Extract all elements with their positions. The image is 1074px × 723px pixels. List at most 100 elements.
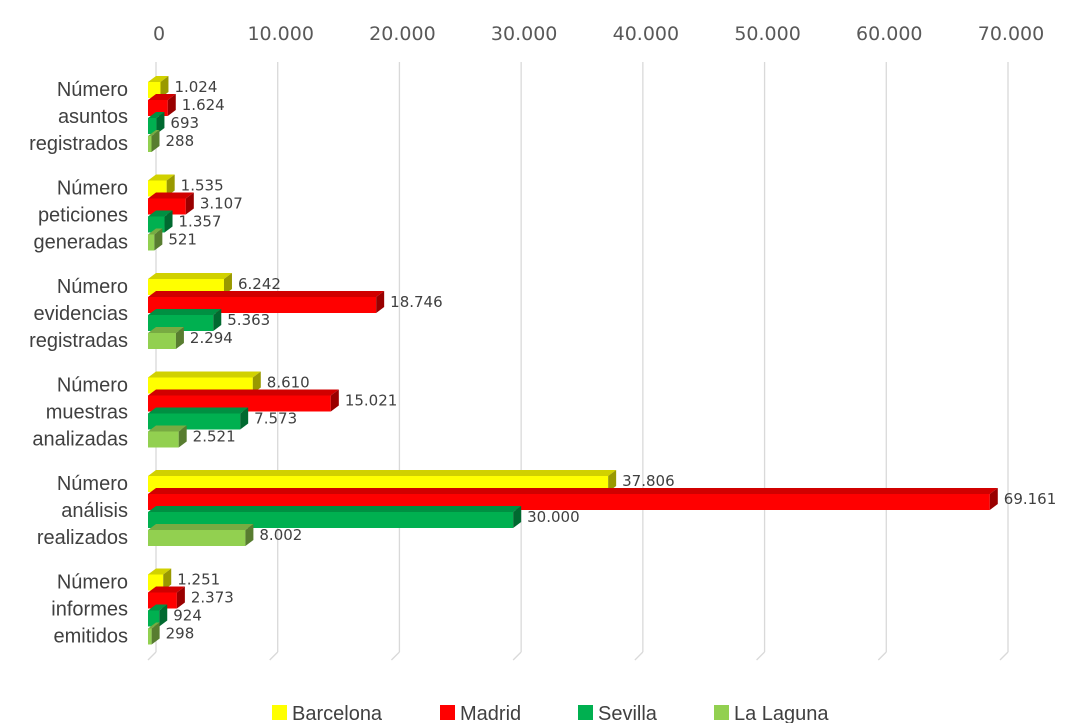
- bar-side: [163, 568, 172, 591]
- bar-front: [148, 592, 177, 609]
- category-label: Número evidencias registradas: [29, 276, 128, 352]
- bar-top: [148, 210, 173, 217]
- x-tick-label: 10.000: [247, 23, 313, 45]
- category-label-line: generadas: [33, 232, 128, 254]
- bar-la-laguna: [148, 425, 187, 448]
- x-tick-label: 0: [153, 23, 165, 45]
- legend-item-madrid: Madrid: [440, 703, 521, 723]
- category-label-line: emitidos: [54, 626, 128, 648]
- gridline-floor: [877, 651, 887, 661]
- bar-front: [148, 333, 176, 349]
- bar-side: [160, 76, 169, 98]
- category-label-line: registradas: [29, 330, 128, 352]
- bar-top: [148, 524, 254, 530]
- bar-top: [148, 228, 163, 235]
- bar-side: [154, 228, 163, 251]
- category-label-line: analizadas: [32, 429, 128, 451]
- legend-swatch: [272, 705, 287, 720]
- bar-side: [164, 210, 173, 233]
- data-label: 2.294: [190, 329, 233, 347]
- category-label-line: Número: [57, 276, 128, 298]
- data-label: 924: [173, 607, 202, 625]
- category-label: Número asuntos registrados: [29, 79, 128, 155]
- bar-side: [151, 622, 160, 645]
- data-label: 5.363: [227, 311, 270, 329]
- x-tick-label: 30.000: [491, 23, 557, 45]
- gridline-floor: [999, 651, 1009, 661]
- bar-side: [213, 309, 222, 331]
- data-label: 288: [166, 132, 195, 150]
- bar-side: [513, 506, 522, 528]
- category-label: Número peticiones generadas: [33, 178, 128, 254]
- legend-item-barcelona: Barcelona: [272, 703, 383, 723]
- category-label-line: Número: [57, 375, 128, 397]
- bar-side: [159, 604, 168, 627]
- x-tick-label: 50.000: [734, 23, 800, 45]
- gridlines: [147, 62, 1009, 661]
- bar-top: [148, 273, 232, 279]
- data-label: 1.535: [181, 177, 224, 195]
- data-label: 30.000: [527, 508, 580, 526]
- gridline-floor: [512, 651, 522, 661]
- bar-side: [330, 389, 339, 412]
- bar-top: [148, 389, 339, 396]
- category-label: Número muestras analizadas: [32, 375, 128, 451]
- category-label-line: Número: [57, 178, 128, 200]
- bar-sevilla: [148, 112, 165, 134]
- bar-side: [151, 130, 160, 152]
- data-label: 693: [170, 114, 199, 132]
- category-label: Número análisis realizados: [37, 473, 128, 549]
- bar-la-laguna: [148, 622, 160, 645]
- data-label: 2.521: [193, 428, 236, 446]
- bar-side: [178, 425, 187, 448]
- bar-top: [148, 371, 261, 378]
- category-label-line: asuntos: [58, 106, 128, 128]
- x-tick-label: 40.000: [613, 23, 679, 45]
- data-label: 1.024: [174, 78, 217, 96]
- data-label: 15.021: [345, 392, 398, 410]
- bar-top: [148, 425, 187, 432]
- bar-top: [148, 470, 617, 476]
- data-label: 521: [168, 231, 197, 249]
- data-label: 1.251: [177, 571, 220, 589]
- bar-top: [148, 174, 175, 181]
- x-axis-tick-labels: 0 10.000 20.000 30.000 40.000 50.000 60.000 70.…: [153, 23, 1044, 45]
- bar-top: [148, 506, 522, 512]
- bar-top: [148, 488, 998, 494]
- bar-front: [148, 118, 157, 134]
- bar-side: [223, 273, 232, 295]
- bar-la-laguna: [148, 524, 254, 546]
- bar-top: [148, 76, 169, 82]
- data-label: 1.624: [182, 96, 225, 114]
- category-label-line: realizados: [37, 527, 128, 549]
- bar-front: [148, 234, 155, 251]
- gridline-floor: [756, 651, 766, 661]
- category-label-line: peticiones: [38, 205, 128, 227]
- bar-la-laguna: [148, 327, 184, 349]
- bar-side: [156, 112, 165, 134]
- bar-top: [148, 130, 160, 136]
- bar-side: [176, 586, 185, 609]
- bar-side: [376, 291, 385, 313]
- bar-side: [240, 407, 249, 430]
- legend-swatch: [440, 705, 455, 720]
- data-label: 37.806: [622, 472, 675, 490]
- bar-madrid: [148, 586, 185, 609]
- legend-item-sevilla: Sevilla: [578, 703, 658, 723]
- bar-side: [167, 94, 176, 116]
- data-label: 6.242: [238, 275, 281, 293]
- bar-front: [148, 628, 152, 645]
- bar-la-laguna: [148, 130, 160, 152]
- category-label-line: informes: [51, 599, 128, 621]
- x-tick-label: 20.000: [369, 23, 435, 45]
- bar-side: [175, 327, 184, 349]
- bar-top: [148, 622, 160, 629]
- category-label-line: Número: [57, 572, 128, 594]
- bar-front: [148, 530, 246, 546]
- bar-side: [245, 524, 254, 546]
- bars: [148, 76, 998, 645]
- bar-front: [148, 431, 179, 448]
- gridline-floor: [269, 651, 279, 661]
